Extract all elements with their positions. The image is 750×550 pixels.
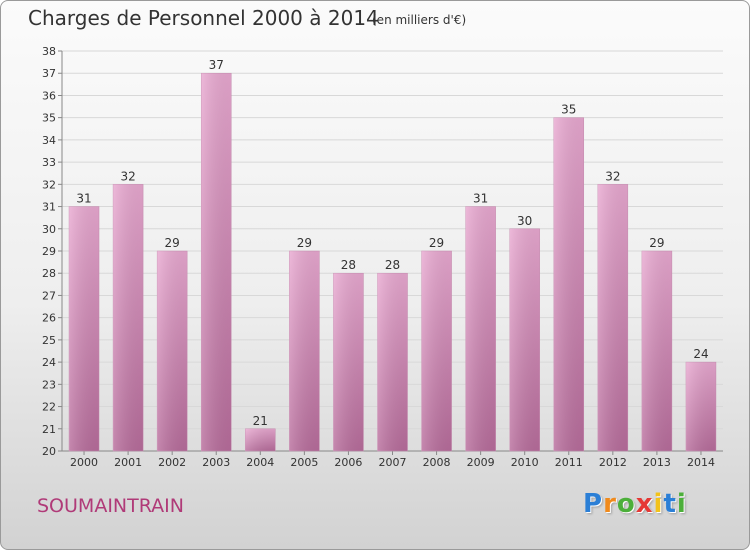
y-tick-label: 26 bbox=[42, 312, 56, 325]
x-tick-label: 2004 bbox=[246, 456, 274, 469]
logo-letter: P bbox=[583, 489, 604, 519]
bar-shade bbox=[685, 362, 716, 451]
y-tick-label: 22 bbox=[42, 401, 56, 414]
bar-value-label: 32 bbox=[605, 169, 620, 183]
commune-name: SOUMAINTRAIN bbox=[37, 495, 184, 517]
bar-shade bbox=[641, 251, 672, 451]
bar-shade bbox=[377, 273, 408, 451]
logo-letter: t bbox=[663, 489, 677, 519]
bar-shade bbox=[553, 117, 584, 452]
y-tick-label: 27 bbox=[42, 289, 56, 302]
bar-shade bbox=[113, 184, 144, 452]
y-tick-label: 36 bbox=[42, 89, 56, 102]
x-tick-label: 2014 bbox=[687, 456, 715, 469]
x-tick-label: 2000 bbox=[70, 456, 98, 469]
bar-value-label: 30 bbox=[517, 214, 532, 228]
logo-letter: o bbox=[616, 489, 636, 519]
y-tick-label: 25 bbox=[42, 334, 56, 347]
y-tick-label: 21 bbox=[42, 423, 56, 436]
y-tick-label: 38 bbox=[42, 45, 56, 58]
bar-value-label: 28 bbox=[341, 258, 356, 272]
bar-value-label: 31 bbox=[76, 192, 91, 206]
bar-value-label: 29 bbox=[165, 236, 180, 250]
x-tick-label: 2010 bbox=[511, 456, 539, 469]
x-tick-label: 2001 bbox=[114, 456, 142, 469]
y-tick-label: 23 bbox=[42, 378, 56, 391]
bar-value-label: 21 bbox=[253, 414, 268, 428]
bar-shade bbox=[333, 273, 364, 451]
y-tick-label: 35 bbox=[42, 112, 56, 125]
bar-value-label: 31 bbox=[473, 192, 488, 206]
y-tick-label: 33 bbox=[42, 156, 56, 169]
y-tick-label: 32 bbox=[42, 178, 56, 191]
y-tick-label: 31 bbox=[42, 201, 56, 214]
x-tick-label: 2005 bbox=[290, 456, 318, 469]
bar-value-label: 29 bbox=[297, 236, 312, 250]
bars bbox=[68, 72, 717, 452]
x-tick-label: 2012 bbox=[599, 456, 627, 469]
bar-shade bbox=[597, 184, 628, 452]
logo-letter: x bbox=[635, 489, 654, 519]
y-tick-label: 30 bbox=[42, 223, 56, 236]
labels: 20 21 22 23 24 25 26 27 28 29 30 31 32 33 34 35 36 37 38 31… bbox=[42, 45, 715, 469]
bar-shade bbox=[201, 73, 232, 451]
bar-value-label: 29 bbox=[649, 236, 664, 250]
x-tick-label: 2009 bbox=[467, 456, 495, 469]
bar-shade bbox=[421, 251, 452, 451]
x-tick-label: 2006 bbox=[334, 456, 362, 469]
x-tick-label: 2011 bbox=[555, 456, 583, 469]
bar-value-label: 24 bbox=[693, 347, 708, 361]
chart-subtitle: (en milliers d'€) bbox=[372, 13, 467, 27]
x-tick-label: 2008 bbox=[423, 456, 451, 469]
y-tick-label: 20 bbox=[42, 445, 56, 458]
bar-value-label: 32 bbox=[120, 169, 135, 183]
bar-value-label: 35 bbox=[561, 103, 576, 117]
y-tick-label: 28 bbox=[42, 267, 56, 280]
x-tick-label: 2002 bbox=[158, 456, 186, 469]
bar-shade bbox=[509, 228, 540, 451]
proxiti-logo: Proxiti bbox=[583, 489, 687, 519]
y-tick-label: 37 bbox=[42, 67, 56, 80]
bar-value-label: 28 bbox=[385, 258, 400, 272]
chart-title: Charges de Personnel 2000 à 2014 bbox=[28, 6, 379, 30]
y-tick-label: 24 bbox=[42, 356, 56, 369]
bar-shade bbox=[465, 206, 496, 451]
bar-value-label: 37 bbox=[209, 58, 224, 72]
y-tick-label: 34 bbox=[42, 134, 56, 147]
bar-value-label: 29 bbox=[429, 236, 444, 250]
logo-letter: i bbox=[653, 489, 664, 519]
bar-shade bbox=[157, 251, 188, 451]
bar-shade bbox=[245, 428, 276, 451]
y-tick-label: 29 bbox=[42, 245, 56, 258]
bar-shade bbox=[289, 251, 320, 451]
logo-letter: i bbox=[676, 489, 687, 519]
x-tick-label: 2013 bbox=[643, 456, 671, 469]
bar-shade bbox=[69, 206, 100, 451]
x-tick-label: 2007 bbox=[379, 456, 407, 469]
x-tick-label: 2003 bbox=[202, 456, 230, 469]
logo-letter: r bbox=[603, 489, 617, 519]
